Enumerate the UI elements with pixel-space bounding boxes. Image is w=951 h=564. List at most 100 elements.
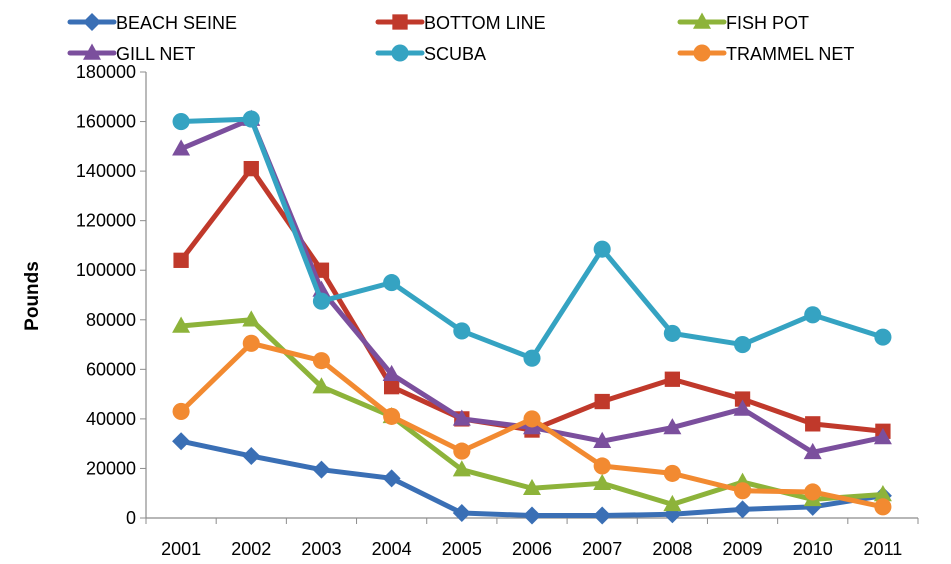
legend-marker	[693, 12, 711, 29]
data-point-scuba	[312, 292, 331, 310]
legend-marker	[392, 14, 408, 30]
data-point-fish-pot	[523, 478, 541, 496]
series-layer	[172, 109, 892, 525]
legend-label: BEACH SEINE	[116, 13, 237, 33]
series-line-scuba	[178, 116, 886, 361]
x-tick-label: 2001	[161, 539, 201, 559]
x-tick-label: 2003	[301, 539, 341, 559]
data-point-scuba	[172, 113, 190, 131]
data-point-beach-seine	[382, 469, 401, 488]
y-tick-label: 100000	[76, 260, 136, 280]
y-tick-label: 120000	[76, 211, 136, 231]
data-point-gill-net	[382, 364, 401, 382]
series-beach-seine	[172, 432, 892, 525]
data-point-fish-pot	[242, 310, 261, 327]
data-point-fish-pot	[312, 377, 331, 394]
legend-item-gill-net: GILL NET	[67, 43, 195, 64]
data-point-beach-seine	[452, 504, 471, 523]
data-point-bottom-line	[734, 391, 751, 407]
axes: 0 20000 40000 60000 80000 100000 120000 140000 1…	[76, 62, 919, 559]
y-tick-label: 140000	[76, 161, 136, 181]
data-point-trammel-net	[383, 407, 401, 425]
y-tick-label: 20000	[86, 458, 136, 478]
legend-marker	[693, 44, 711, 62]
legend: BEACH SEINE BOTTOM LINE FISH POT GILL NET SC…	[67, 12, 854, 64]
series-line-beach-seine	[178, 438, 886, 519]
legend-label: TRAMMEL NET	[726, 44, 854, 64]
series-line-gill-net	[178, 116, 886, 455]
data-point-scuba	[804, 306, 822, 324]
data-point-trammel-net	[593, 457, 611, 475]
legend-label: SCUBA	[424, 44, 486, 64]
y-tick-label: 80000	[86, 310, 136, 330]
data-point-fish-pot	[663, 494, 682, 512]
y-tick-label: 160000	[76, 112, 136, 132]
data-point-trammel-net	[242, 334, 260, 352]
data-point-beach-seine	[312, 460, 331, 479]
data-point-scuba	[733, 336, 752, 354]
legend-item-beach-seine: BEACH SEINE	[67, 13, 237, 33]
data-point-beach-seine	[172, 432, 191, 451]
data-point-scuba	[663, 324, 681, 342]
data-point-bottom-line	[173, 252, 189, 268]
y-tick-label: 60000	[86, 359, 136, 379]
legend-item-fish-pot: FISH POT	[677, 12, 809, 33]
data-point-gill-net	[172, 139, 191, 156]
data-point-fish-pot	[873, 485, 892, 502]
data-point-gill-net	[452, 409, 471, 426]
y-tick-label: 0	[126, 508, 136, 528]
legend-label: FISH POT	[726, 13, 809, 33]
data-point-trammel-net	[312, 352, 331, 370]
data-point-bottom-line	[383, 379, 400, 395]
data-point-gill-net	[663, 418, 682, 435]
x-tick-label: 2010	[793, 539, 833, 559]
data-point-gill-net	[593, 431, 612, 448]
data-point-beach-seine	[593, 506, 612, 525]
data-point-trammel-net	[663, 464, 681, 482]
data-point-gill-net	[803, 442, 822, 460]
x-tick-label: 2002	[231, 539, 271, 559]
legend-marker	[83, 13, 101, 31]
x-tick-label: 2007	[582, 539, 622, 559]
data-point-beach-seine	[242, 447, 261, 466]
legend-item-scuba: SCUBA	[375, 44, 486, 64]
data-point-scuba	[453, 322, 471, 340]
data-point-scuba	[593, 240, 611, 258]
data-point-fish-pot	[172, 316, 191, 333]
x-tick-label: 2006	[512, 539, 552, 559]
data-point-trammel-net	[523, 410, 541, 428]
data-point-trammel-net	[172, 402, 190, 421]
data-point-trammel-net	[733, 482, 752, 500]
y-axis-title: Pounds	[22, 261, 43, 331]
data-point-trammel-net	[874, 498, 892, 516]
legend-label: BOTTOM LINE	[424, 13, 546, 33]
data-point-bottom-line	[664, 371, 681, 387]
data-point-scuba	[242, 110, 260, 128]
series-gill-net	[172, 109, 892, 460]
x-tick-label: 2004	[372, 539, 412, 559]
series-scuba	[172, 110, 892, 367]
data-point-bottom-line	[805, 416, 821, 432]
x-tick-label: 2009	[723, 539, 763, 559]
data-point-bottom-line	[594, 393, 610, 410]
legend-marker	[83, 43, 101, 60]
legend-item-trammel-net: TRAMMEL NET	[677, 44, 854, 64]
data-point-scuba	[874, 328, 892, 346]
data-point-trammel-net	[453, 442, 471, 460]
data-point-scuba	[523, 349, 541, 367]
data-point-scuba	[383, 274, 401, 292]
data-point-gill-net	[733, 399, 752, 416]
data-point-beach-seine	[523, 506, 541, 525]
data-point-bottom-line	[243, 160, 259, 177]
series-trammel-net	[172, 334, 892, 516]
data-point-trammel-net	[804, 483, 822, 501]
data-point-fish-pot	[452, 460, 471, 477]
data-point-fish-pot	[593, 473, 612, 491]
x-tick-label: 2011	[864, 539, 903, 559]
legend-item-bottom-line: BOTTOM LINE	[375, 13, 546, 33]
legend-marker	[391, 44, 409, 62]
legend-label: GILL NET	[116, 44, 195, 64]
data-point-beach-seine	[733, 500, 752, 519]
data-point-gill-net	[873, 428, 892, 445]
